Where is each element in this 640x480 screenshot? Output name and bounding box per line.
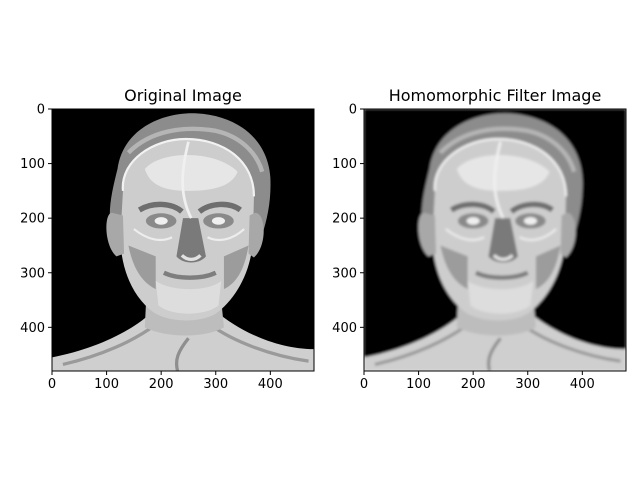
y-tick-label: 300	[20, 266, 45, 281]
y-tick-label: 100	[20, 157, 45, 172]
plot-image	[52, 109, 314, 371]
x-tick-label: 0	[360, 377, 368, 392]
y-tick-label: 100	[332, 157, 357, 172]
x-tick-label: 300	[515, 377, 540, 392]
x-tick-label: 400	[258, 377, 283, 392]
y-tick-label: 400	[332, 321, 357, 336]
subplot-homomorphic: Homomorphic Filter Image 0 100 200 300 400 0 10…	[332, 86, 627, 392]
y-tick-label: 200	[332, 212, 357, 227]
y-tick-label: 400	[20, 321, 45, 336]
y-tick-label: 0	[37, 103, 45, 118]
plot-image	[364, 109, 626, 371]
x-tick-label: 200	[149, 377, 174, 392]
x-tick-label: 200	[461, 377, 486, 392]
x-tick-label: 400	[570, 377, 595, 392]
y-tick-label: 0	[349, 103, 357, 118]
axes-frame	[51, 108, 315, 372]
x-tick-label: 100	[406, 377, 431, 392]
y-tick-label: 200	[20, 212, 45, 227]
x-tick-label: 300	[203, 377, 228, 392]
plot-title: Homomorphic Filter Image	[389, 86, 602, 105]
x-tick-label: 100	[94, 377, 119, 392]
plot-title: Original Image	[124, 86, 242, 105]
x-tick-label: 0	[48, 377, 56, 392]
subplot-original: Original Image 0 100 200 300 400 0 100 200 300 400	[20, 86, 315, 392]
y-tick-label: 300	[332, 266, 357, 281]
axes-frame	[363, 108, 627, 372]
